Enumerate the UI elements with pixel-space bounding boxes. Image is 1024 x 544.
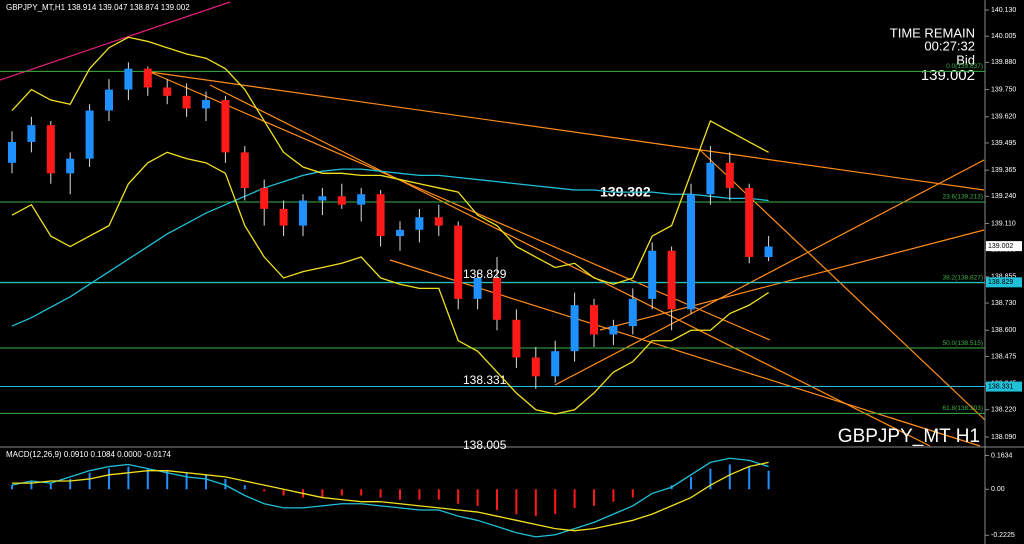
fib-label: 23.6(139.213) — [943, 194, 983, 201]
info-text: TIME REMAIN — [890, 25, 975, 40]
trend-line — [599, 229, 985, 331]
candle-body — [493, 277, 501, 320]
chart-title: GBPJPY_MT,H1 138.914 139.047 138.874 139… — [6, 3, 190, 12]
price-tag: 138.829 — [988, 279, 1013, 286]
info-text: 00:27:32 — [924, 38, 975, 53]
y-tick-label: 139.495 — [991, 140, 1016, 147]
indicator-title: MACD(12,26,9) 0.0910 0.1084 0.0000 -0.01… — [6, 450, 172, 459]
candle-body — [260, 187, 269, 209]
fib-label: 38.2(138.827) — [943, 274, 983, 281]
annotation: 138.005 — [463, 438, 507, 452]
y-tick-label: 140.130 — [991, 7, 1016, 14]
price-tag-box — [986, 381, 1022, 392]
candle-body — [590, 305, 598, 335]
candle-body — [376, 194, 385, 237]
candle-body — [66, 158, 75, 174]
candle-body — [512, 319, 521, 358]
trend-line — [149, 71, 985, 191]
candle-body — [27, 125, 36, 142]
candle-body — [648, 250, 657, 299]
candle-body — [434, 217, 443, 226]
y-tick-label: 139.365 — [991, 167, 1016, 174]
candle-body — [318, 196, 327, 201]
candle-body — [202, 100, 210, 109]
y-tick-label: 139.620 — [991, 114, 1016, 121]
y-tick-label: 139.880 — [991, 59, 1016, 66]
y-tick-label: 140.005 — [991, 33, 1016, 40]
candle-body — [551, 351, 560, 377]
y-tick-label: 138.730 — [991, 300, 1016, 307]
annotation: 138.829 — [463, 267, 507, 281]
y-tick-label: -0.2225 — [991, 532, 1015, 539]
candle-body — [279, 208, 288, 226]
candle-body — [105, 89, 113, 111]
candle-body — [8, 141, 16, 163]
indicator-line — [11, 151, 769, 415]
candle-body — [628, 298, 637, 327]
candle-body — [725, 162, 734, 188]
y-tick-label: 138.855 — [991, 274, 1016, 281]
indicator-line — [11, 36, 769, 285]
trend-lines — [149, 71, 986, 447]
y-tick-label: 138.090 — [991, 434, 1016, 441]
price-tag-box — [986, 277, 1022, 288]
y-tick-label: 138.600 — [991, 327, 1016, 334]
indicator-line — [11, 457, 769, 538]
price-tag-box — [986, 241, 1022, 252]
y-tick-label: 138.475 — [991, 353, 1016, 360]
annotation: 138.331 — [463, 373, 507, 387]
candle-body — [163, 87, 172, 96]
candle-body — [357, 194, 366, 205]
candle-body — [687, 194, 695, 310]
candle-body — [706, 162, 715, 195]
price-tag: 139.002 — [988, 243, 1013, 250]
trend-line — [209, 84, 931, 447]
info-text: Bid — [956, 52, 975, 67]
trend-line — [149, 71, 771, 341]
candle-body — [85, 110, 94, 159]
candle-body — [454, 225, 463, 299]
y-tick-label: 139.750 — [991, 86, 1016, 93]
indicator-line — [11, 168, 769, 327]
price-tag: 138.331 — [988, 383, 1013, 390]
candle-body — [143, 68, 152, 88]
candle-body — [473, 277, 482, 299]
candle-body — [182, 95, 191, 109]
candle-body — [221, 100, 230, 153]
candle-body — [396, 229, 404, 237]
trend-line — [554, 159, 985, 386]
candle-body — [240, 152, 249, 188]
candle-body — [46, 125, 55, 174]
fib-label: 61.8(138.203) — [943, 405, 983, 412]
y-tick-label: 139.240 — [991, 193, 1016, 200]
trend-line — [389, 259, 981, 447]
candle-body — [531, 357, 540, 377]
y-tick-label: 139.110 — [991, 220, 1016, 227]
watermark: GBPJPY_MT H1 — [838, 426, 980, 447]
y-tick-label: 138.220 — [991, 407, 1016, 414]
candle-body — [609, 326, 618, 335]
trend-line — [0, 1, 231, 81]
candle-body — [745, 187, 754, 258]
candle-body — [124, 68, 133, 90]
fib-label: 50.0(138.515) — [943, 340, 983, 347]
indicator-line — [12, 461, 769, 532]
y-tick-label: 0.00 — [991, 486, 1005, 493]
candle-body — [337, 196, 346, 205]
candle-body — [667, 250, 676, 310]
y-tick-label: 0.1634 — [991, 452, 1013, 459]
candle-body — [415, 217, 424, 230]
candle-body — [570, 305, 579, 352]
fib-label: 0.0(139.837) — [946, 63, 983, 70]
candle-body — [299, 200, 307, 226]
candle-body — [764, 246, 773, 258]
